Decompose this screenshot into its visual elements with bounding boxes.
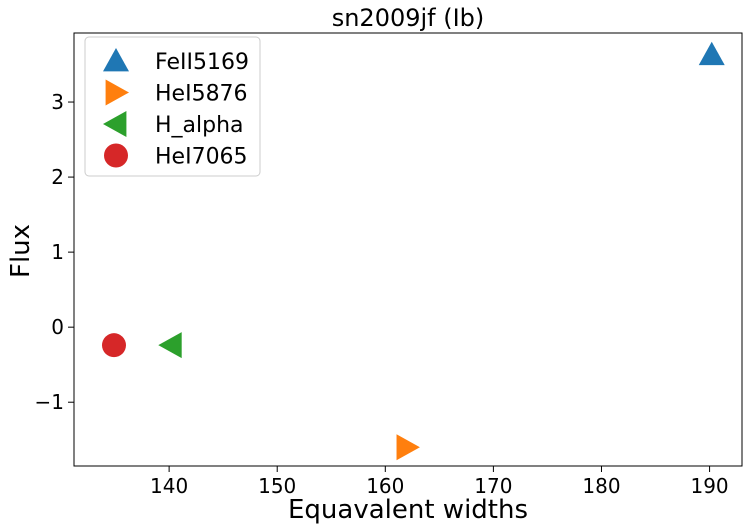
y-tick-label: 0 [51, 315, 64, 339]
x-tick-label: 140 [150, 474, 188, 498]
x-tick-label: 180 [582, 474, 620, 498]
legend-label: H_alpha [155, 113, 244, 138]
plot-area [73, 32, 743, 467]
y-tick-label: 1 [51, 240, 64, 264]
legend: FeII5169 HeI5876 H_alpha HeI7065 [84, 36, 261, 177]
x-tick-label: 150 [258, 474, 296, 498]
legend-entries: FeII5169 HeI5876 H_alpha HeI7065 [103, 48, 249, 170]
legend-marker [103, 111, 127, 137]
y-axis-label: Flux [6, 224, 36, 278]
legend-marker [105, 79, 129, 106]
y-tick-label: −1 [35, 390, 64, 414]
legend-label: HeI5876 [155, 82, 248, 107]
legend-label: FeII5169 [155, 50, 249, 75]
legend-marker [104, 143, 128, 168]
x-tick-label: 190 [690, 474, 728, 498]
legend-frame [84, 36, 261, 177]
legend-label: HeI7065 [155, 145, 248, 170]
y-tick-label: 3 [51, 90, 64, 114]
data-point [101, 333, 126, 358]
plot-frame [73, 32, 743, 467]
data-markers [101, 41, 725, 461]
y-axis-ticks: −1 0 1 2 3 [35, 90, 74, 414]
x-tick-label: 170 [474, 474, 512, 498]
legend-marker [103, 48, 129, 72]
data-point [158, 332, 182, 359]
data-point [698, 41, 725, 66]
x-axis-ticks: 140 150 160 170 180 190 [150, 466, 729, 498]
data-point [396, 434, 420, 461]
y-tick-label: 2 [51, 165, 64, 189]
x-tick-label: 160 [366, 474, 404, 498]
chart-title: sn2009jf (Ib) [332, 4, 485, 32]
x-axis-label: Equavalent widths [288, 495, 528, 525]
